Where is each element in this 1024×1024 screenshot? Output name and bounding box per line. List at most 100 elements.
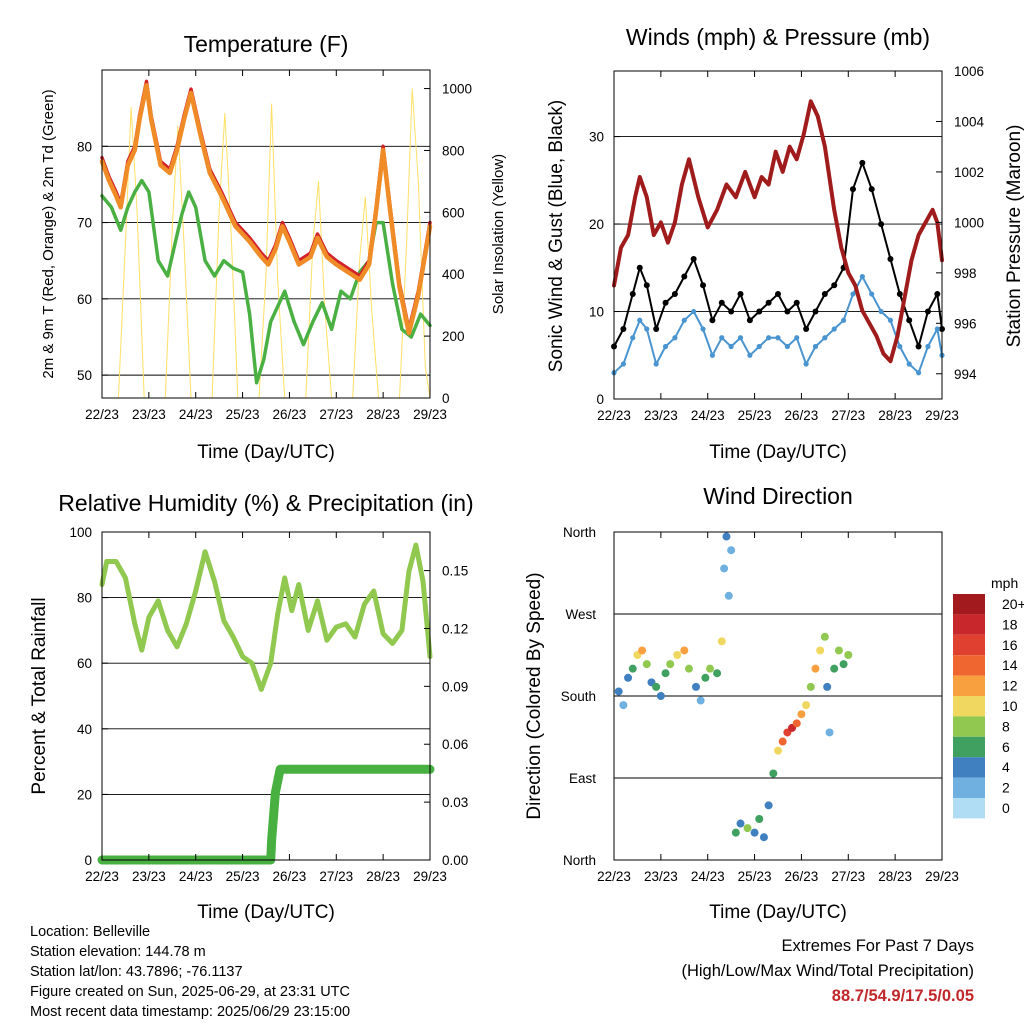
direction-panel: Wind Direction 22/23 23/23 24/23 25/23 26/23… [524,483,1024,923]
winds-xtick-label: 27/23 [831,408,865,423]
direction-point [717,637,726,646]
winds-axes: 22/23 23/23 24/23 25/23 26/23 27/23 28/23 29/23… [589,64,985,423]
humidity-y2tick-label: 0.12 [442,621,468,636]
speed-legend-label: 16 [1002,637,1018,653]
direction-point [797,710,806,719]
direction-xtick-label: 25/23 [738,869,772,884]
direction-point [820,632,829,641]
direction-point [839,660,848,669]
winds-series-pressure [612,99,944,364]
humidity-xlabel: Time (Day/UTC) [197,902,335,923]
temperature-title: Temperature (F) [184,31,349,57]
humidity-frame [101,531,431,861]
direction-point [743,824,752,833]
humidity-title: Relative Humidity (%) & Precipitation (i… [58,490,473,516]
humidity-series-rh [99,542,433,692]
direction-axes: 22/23 23/23 24/23 25/23 26/23 27/23 28/23 29/23… [561,525,959,884]
direction-xtick-label: 26/23 [785,869,819,884]
direction-point [722,532,731,541]
humidity-xtick-label: 28/23 [366,869,400,884]
direction-ytick-label: South [561,689,596,704]
speed-legend-swatch [953,696,985,717]
humidity-y2tick-label: 0.00 [442,853,468,868]
humidity-lines [97,542,435,865]
humidity-ytick-label: 100 [69,525,92,540]
winds-y2tick-label: 998 [954,266,977,281]
speed-legend-swatch [953,655,985,676]
humidity-y2tick-label: 0.15 [442,564,468,579]
speed-legend-swatch [953,736,985,758]
temperature-lines [99,79,433,399]
direction-ytick-label: West [565,607,596,622]
humidity-y2tick-label: 0.06 [442,737,468,752]
winds-y2tick-label: 996 [954,316,977,331]
speed-legend-label: 12 [1002,678,1018,694]
direction-xtick-label: 27/23 [831,869,865,884]
temperature-panel: Temperature (F) 22/23 23/23 24/23 25/23 26/2… [40,31,507,463]
direction-point [736,819,745,828]
winds-ytick-label: 0 [596,392,604,407]
direction-xtick-label: 29/23 [925,869,959,884]
direction-point [750,828,759,837]
temperature-y2tick-label: 600 [442,205,465,220]
speed-legend: mph 20+ 18 16 14 12 10 8 6 4 2 0 [953,575,1024,819]
direction-point [792,719,801,728]
direction-xtick-label: 28/23 [878,869,912,884]
direction-xtick-label: 24/23 [691,869,725,884]
winds-y2tick-label: 1006 [954,64,984,79]
winds-y2tick-label: 1000 [954,215,984,230]
direction-point [706,664,715,673]
winds-ytick-label: 20 [589,217,604,232]
humidity-xtick-label: 27/23 [319,869,353,884]
temperature-ylabel: 2m & 9m T (Red, Orange) & 2m Td (Green) [40,89,57,378]
speed-legend-swatch [953,675,985,696]
station-elevation: Station elevation: 144.78 m [30,944,206,960]
humidity-xtick-label: 22/23 [85,869,119,884]
temperature-ytick-label: 60 [77,292,92,307]
temperature-y2tick-label: 0 [442,391,450,406]
speed-legend-label: 6 [1002,739,1010,755]
direction-point [724,591,733,600]
station-latlon: Station lat/lon: 43.7896; -76.1137 [30,964,243,980]
humidity-ylabel: Percent & Total Rainfall [29,597,50,794]
speed-legend-label: 14 [1002,657,1018,673]
temperature-series-2m-t [99,83,433,336]
winds-frame [613,70,943,400]
direction-point [802,701,811,710]
direction-point [825,728,834,737]
direction-point [666,660,675,669]
direction-point [778,737,787,746]
winds-series-gust [613,161,943,348]
temperature-y2label: Solar Insolation (Yellow) [490,154,507,314]
temperature-ytick-label: 50 [77,368,92,383]
winds-lines [611,99,945,376]
winds-y2tick-label: 1004 [954,114,985,129]
speed-legend-label: 2 [1002,780,1010,796]
winds-xtick-label: 22/23 [597,408,631,423]
speed-legend-label: 20+ [1002,596,1024,612]
humidity-xtick-label: 26/23 [273,869,307,884]
winds-y2tick-label: 1002 [954,165,984,180]
temperature-xlabel: Time (Day/UTC) [197,442,335,463]
direction-point [673,651,682,659]
speed-legend-swatch [953,777,985,798]
direction-xtick-label: 22/23 [597,869,631,884]
humidity-y2tick-label: 0.03 [442,795,468,810]
direction-point [720,564,729,573]
direction-point [774,746,782,755]
humidity-axes: 22/23 23/23 24/23 25/23 26/23 27/23 28/23 29/23… [69,525,468,884]
temperature-y2tick-label: 800 [442,143,465,158]
speed-legend-swatch [953,594,985,615]
speed-legend-label: 4 [1002,759,1010,775]
humidity-xtick-label: 23/23 [132,869,166,884]
temperature-xtick-label: 27/23 [319,407,353,422]
temperature-ytick-label: 70 [77,216,92,231]
direction-point [692,682,700,691]
figure-created: Figure created on Sun, 2025-06-29, at 23… [30,984,350,1000]
humidity-series-total-precipitation [97,764,435,865]
speed-legend-title: mph [991,575,1018,591]
direction-point [769,769,778,778]
speed-legend-swatch [953,634,985,656]
direction-point [830,664,839,673]
winds-xtick-label: 23/23 [644,408,678,423]
